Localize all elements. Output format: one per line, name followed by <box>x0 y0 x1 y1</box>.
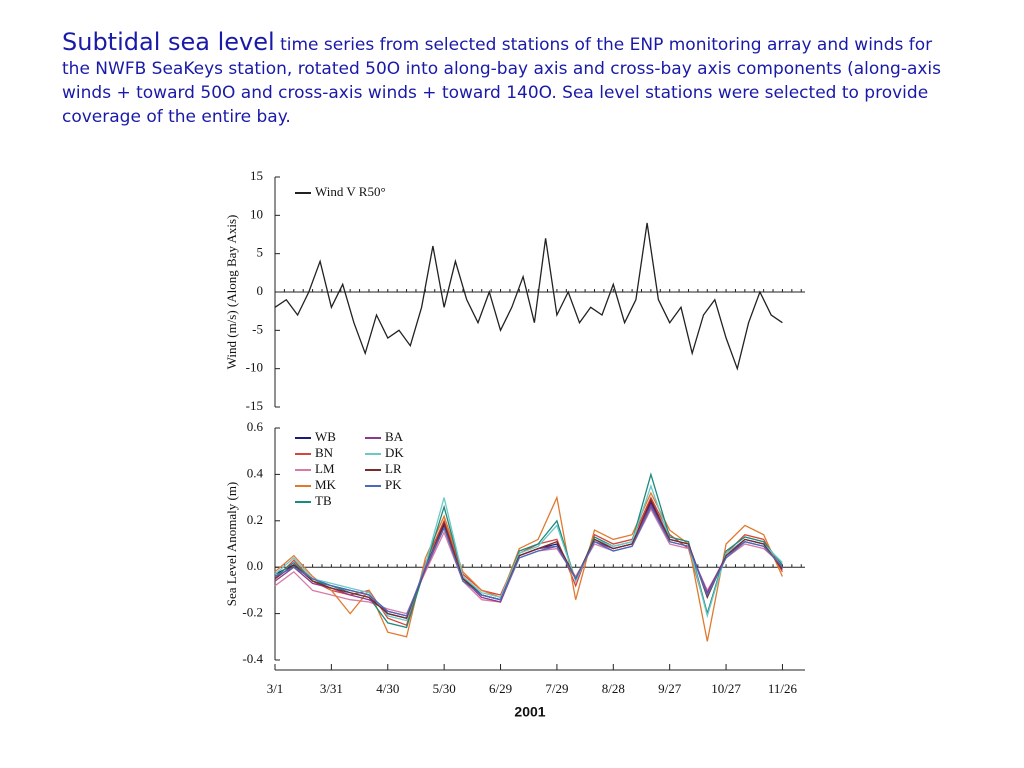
x-tick-label: 6/29 <box>489 681 512 696</box>
y-axis-label: Wind (m/s) (Along Bay Axis) <box>224 215 239 370</box>
legend-label: TB <box>315 493 332 508</box>
y-tick-label: 15 <box>250 168 263 183</box>
x-tick-label: 8/28 <box>602 681 625 696</box>
series-line <box>274 484 783 622</box>
x-tick-label: 3/31 <box>320 681 343 696</box>
series-line <box>274 500 783 619</box>
series-line <box>274 496 783 627</box>
y-tick-label: -0.4 <box>242 651 263 666</box>
legend-label: BN <box>315 445 334 460</box>
y-tick-label: -5 <box>252 321 263 336</box>
legend-label: WB <box>315 429 336 444</box>
x-tick-label: 3/1 <box>267 681 284 696</box>
series-line <box>274 491 783 642</box>
y-tick-label: -0.2 <box>242 605 263 620</box>
x-axis-label: 2001 <box>514 704 545 720</box>
legend-label: LM <box>315 461 335 476</box>
y-tick-label: 0.4 <box>247 465 264 480</box>
series-line <box>274 507 783 615</box>
x-tick-label: 5/30 <box>433 681 456 696</box>
series-line <box>274 472 783 629</box>
x-tick-label: 10/27 <box>711 681 741 696</box>
legend-label: DK <box>385 445 404 460</box>
legend-label: PK <box>385 477 402 492</box>
y-tick-label: 0 <box>257 283 264 298</box>
y-axis-label: Sea Level Anomaly (m) <box>224 482 239 607</box>
caption-heading: Subtidal sea level <box>62 28 275 56</box>
legend-label: Wind V R50° <box>315 184 386 199</box>
legend-label: MK <box>315 477 337 492</box>
y-tick-label: 0.6 <box>247 419 264 434</box>
x-tick-label: 4/30 <box>376 681 399 696</box>
caption: Subtidal sea level time series from sele… <box>62 30 962 129</box>
y-tick-label: 5 <box>257 245 264 260</box>
y-tick-label: 10 <box>250 206 263 221</box>
y-tick-label: 0.0 <box>247 558 263 573</box>
series-line <box>274 505 783 617</box>
x-tick-label: 7/29 <box>545 681 568 696</box>
series-line <box>274 222 783 371</box>
x-tick-label: 11/26 <box>768 681 798 696</box>
y-tick-label: 0.2 <box>247 512 263 527</box>
caption-text: time series from selected stations of th… <box>62 35 942 127</box>
legend-label: BA <box>385 429 404 444</box>
legend-label: LR <box>385 461 402 476</box>
x-tick-label: 9/27 <box>658 681 682 696</box>
y-tick-label: -10 <box>246 360 263 375</box>
y-tick-label: -15 <box>246 398 263 413</box>
